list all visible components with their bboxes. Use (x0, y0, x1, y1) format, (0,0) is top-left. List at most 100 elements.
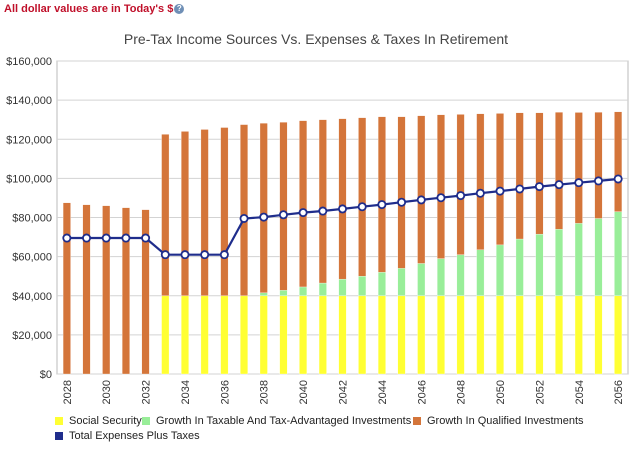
line-point (259, 212, 269, 222)
bar-segment (614, 111, 623, 212)
bar-segment (417, 263, 426, 296)
line-point (475, 188, 485, 198)
line-point (101, 233, 111, 243)
bar-segment (397, 295, 406, 375)
line-point (357, 202, 367, 212)
line-point (515, 184, 525, 194)
bar-segment (220, 295, 229, 375)
x-tick-label: 2048 (456, 380, 468, 404)
bar-segment (476, 249, 485, 296)
x-tick-label: 2042 (338, 380, 350, 404)
bar-segment (82, 204, 91, 375)
bar-segment (574, 223, 583, 296)
y-tick-label: $60,000 (12, 252, 52, 264)
bar-segment (377, 116, 386, 273)
y-axis: $0 $20,000 $40,000 $60,000 $80,000 $100,000 $1… (6, 56, 52, 381)
line-point (377, 200, 387, 210)
bar-segment (161, 134, 170, 296)
bar-segment (574, 295, 583, 375)
line-point (239, 213, 249, 223)
bar-segment (259, 295, 268, 375)
legend-swatch (55, 417, 63, 425)
bar-segment (476, 113, 485, 250)
bar-segment (535, 112, 544, 235)
line-point (613, 174, 623, 184)
line-point (160, 250, 170, 260)
line-point (554, 180, 564, 190)
bar-segment (437, 258, 445, 296)
line-point (180, 250, 190, 260)
bar-segment (338, 295, 347, 375)
x-tick-label: 2044 (377, 380, 389, 404)
bar-segment (555, 112, 563, 230)
bar-segment (358, 276, 367, 296)
bar-segment (496, 295, 504, 375)
bar-segment (555, 295, 563, 375)
line-point (534, 182, 544, 192)
bar-segment (200, 129, 209, 296)
bar-segment (437, 114, 445, 259)
bar-segment (279, 295, 288, 375)
line-point (593, 176, 603, 186)
bar-segment (594, 218, 603, 296)
line-point (219, 250, 229, 260)
y-tick-label: $40,000 (12, 291, 52, 303)
legend-item-total-expenses[interactable]: Total Expenses Plus Taxes (55, 430, 200, 442)
legend-label: Growth In Qualified Investments (427, 415, 584, 427)
bar-segment (594, 112, 603, 219)
bar-segment (456, 114, 465, 255)
line-point (416, 195, 426, 205)
x-tick-label: 2040 (298, 380, 310, 404)
bar-segment (220, 127, 229, 296)
line-point (456, 191, 466, 201)
bar-segment (614, 295, 623, 375)
legend-label: Growth In Taxable And Tax-Advantaged Inv… (156, 415, 412, 427)
bar-segment (338, 278, 347, 296)
bar-segment (299, 120, 308, 288)
legend-swatch (142, 417, 150, 425)
bar-segment (62, 202, 71, 375)
x-tick-label: 2046 (416, 380, 428, 404)
bar-segment (318, 119, 327, 284)
y-tick-label: $20,000 (12, 330, 52, 342)
bar-segment (200, 295, 209, 375)
y-tick-label: $140,000 (6, 95, 52, 107)
bar-segment (614, 211, 623, 296)
chart-title: Pre-Tax Income Sources Vs. Expenses & Ta… (124, 31, 508, 47)
legend-item-qualified-growth[interactable]: Growth In Qualified Investments (413, 415, 584, 427)
bar-segment (122, 207, 130, 375)
legend-label: Total Expenses Plus Taxes (69, 430, 200, 442)
bar-segment (181, 295, 189, 375)
x-tick-label: 2054 (574, 380, 586, 404)
bar-segment (496, 244, 504, 296)
bar-segment (318, 282, 327, 296)
legend-swatch (55, 432, 63, 440)
legend-item-taxable-growth[interactable]: Growth In Taxable And Tax-Advantaged Inv… (142, 415, 411, 427)
y-tick-label: $160,000 (6, 56, 52, 68)
question-icon[interactable]: ? (174, 4, 185, 14)
bar-segment (535, 295, 544, 375)
legend-item-social-security[interactable]: Social Security (55, 415, 142, 427)
bar-segment (594, 295, 603, 375)
bar-segment (240, 124, 248, 296)
bar-segment (279, 122, 288, 291)
x-tick-label: 2028 (62, 380, 74, 404)
line-point (337, 204, 347, 214)
bar-segment (397, 268, 406, 296)
line-point (495, 186, 505, 196)
bar-segment (555, 229, 563, 296)
y-tick-label: $120,000 (6, 134, 52, 146)
bar-segment (515, 295, 524, 375)
bar-segment (358, 295, 367, 375)
line-point (318, 206, 328, 216)
bars (62, 111, 623, 375)
expense-line (62, 174, 623, 260)
bar-segment (279, 290, 288, 296)
bar-segment (299, 286, 308, 296)
bar-segment (141, 209, 150, 375)
x-tick-label: 2050 (495, 380, 507, 404)
x-tick-label: 2034 (180, 380, 192, 404)
bar-segment (476, 295, 485, 375)
line-point (121, 233, 131, 243)
